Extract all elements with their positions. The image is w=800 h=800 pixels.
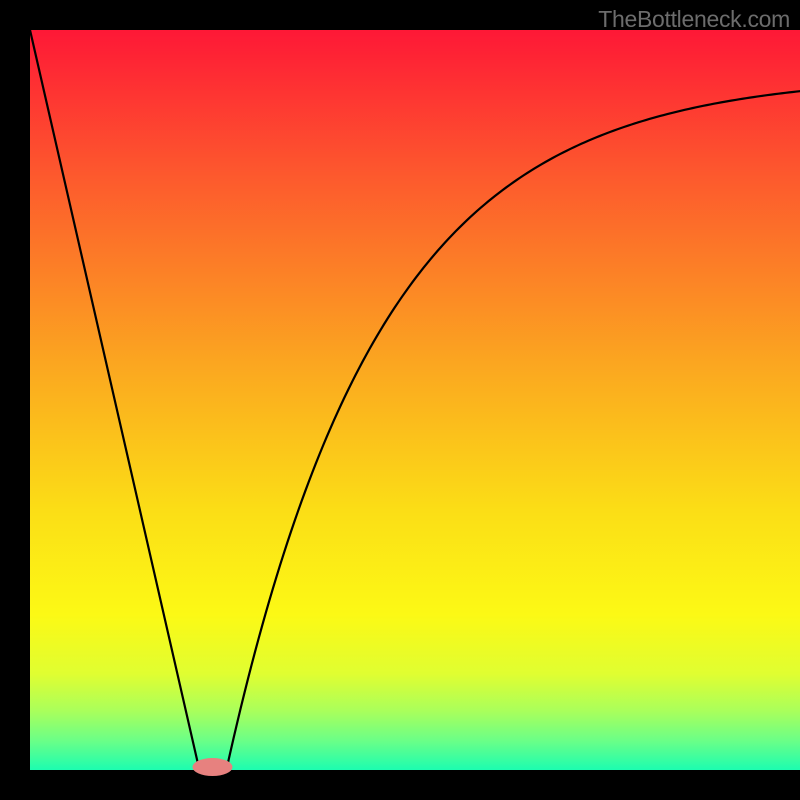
plot-background (30, 30, 800, 770)
chart-container: TheBottleneck.com (0, 0, 800, 800)
watermark-text: TheBottleneck.com (598, 6, 790, 33)
sweet-spot-marker (192, 758, 232, 776)
gradient-plot (0, 0, 800, 800)
